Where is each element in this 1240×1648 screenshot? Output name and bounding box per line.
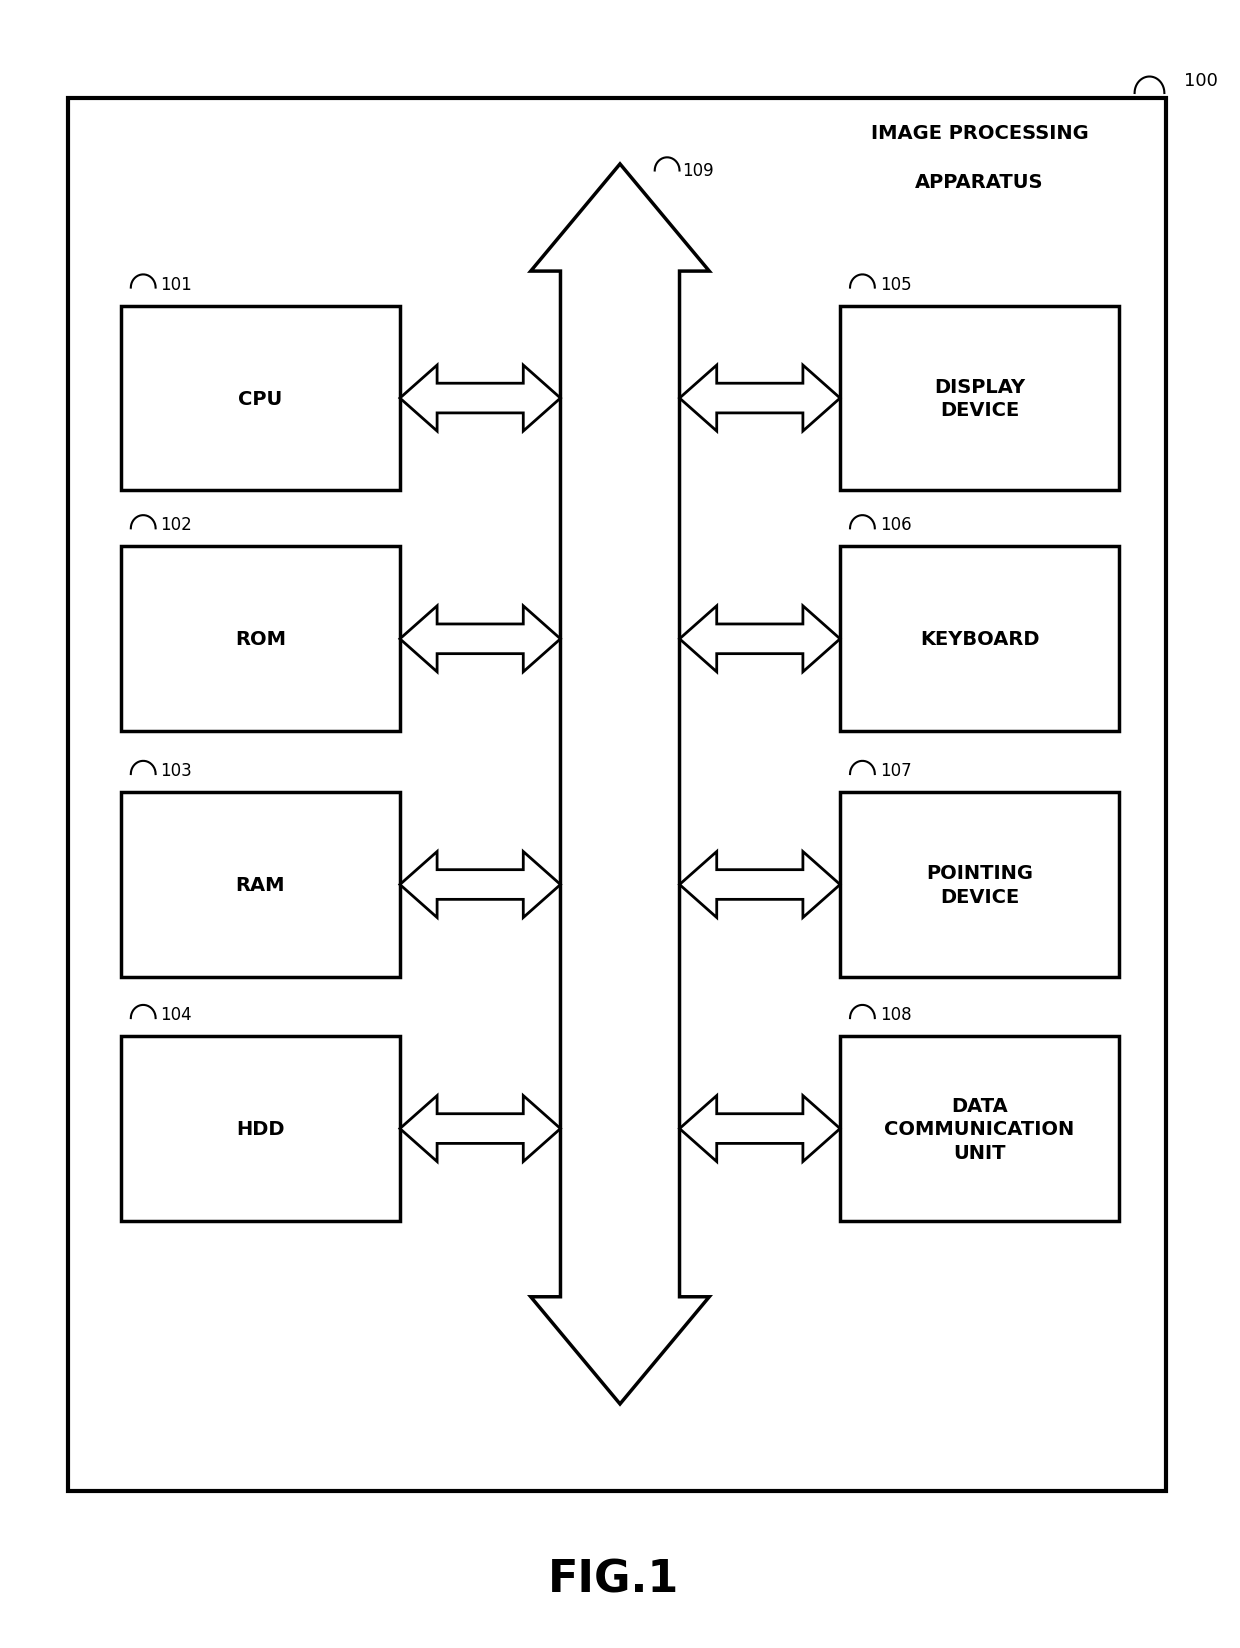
Bar: [841, 793, 1118, 977]
Text: 106: 106: [880, 516, 911, 534]
Text: 100: 100: [1184, 73, 1218, 89]
Text: 109: 109: [682, 162, 714, 180]
Text: CPU: CPU: [238, 389, 283, 409]
Text: KEYBOARD: KEYBOARD: [920, 630, 1039, 649]
Text: DATA
COMMUNICATION
UNIT: DATA COMMUNICATION UNIT: [884, 1096, 1075, 1162]
Polygon shape: [531, 165, 709, 1404]
Text: 104: 104: [161, 1005, 192, 1023]
Text: IMAGE PROCESSING: IMAGE PROCESSING: [870, 124, 1089, 143]
Bar: [841, 547, 1118, 732]
Bar: [120, 1037, 399, 1221]
Text: 107: 107: [880, 761, 911, 780]
Text: 108: 108: [880, 1005, 911, 1023]
Text: 102: 102: [161, 516, 192, 534]
Polygon shape: [680, 606, 841, 672]
Polygon shape: [399, 1096, 560, 1162]
Text: 103: 103: [161, 761, 192, 780]
Polygon shape: [680, 1096, 841, 1162]
Text: 101: 101: [161, 275, 192, 293]
Bar: [841, 1037, 1118, 1221]
Text: FIG.1: FIG.1: [548, 1557, 680, 1600]
Polygon shape: [680, 366, 841, 432]
Bar: [68, 99, 1166, 1491]
Text: DISPLAY
DEVICE: DISPLAY DEVICE: [934, 377, 1025, 420]
Polygon shape: [399, 852, 560, 918]
Text: POINTING
DEVICE: POINTING DEVICE: [926, 864, 1033, 906]
Polygon shape: [680, 852, 841, 918]
Bar: [120, 307, 399, 491]
Bar: [120, 793, 399, 977]
Polygon shape: [399, 366, 560, 432]
Text: HDD: HDD: [236, 1119, 285, 1139]
Bar: [120, 547, 399, 732]
Polygon shape: [399, 606, 560, 672]
Bar: [841, 307, 1118, 491]
Text: 105: 105: [880, 275, 911, 293]
Text: RAM: RAM: [236, 875, 285, 895]
Text: ROM: ROM: [234, 630, 286, 649]
Text: APPARATUS: APPARATUS: [915, 173, 1044, 193]
